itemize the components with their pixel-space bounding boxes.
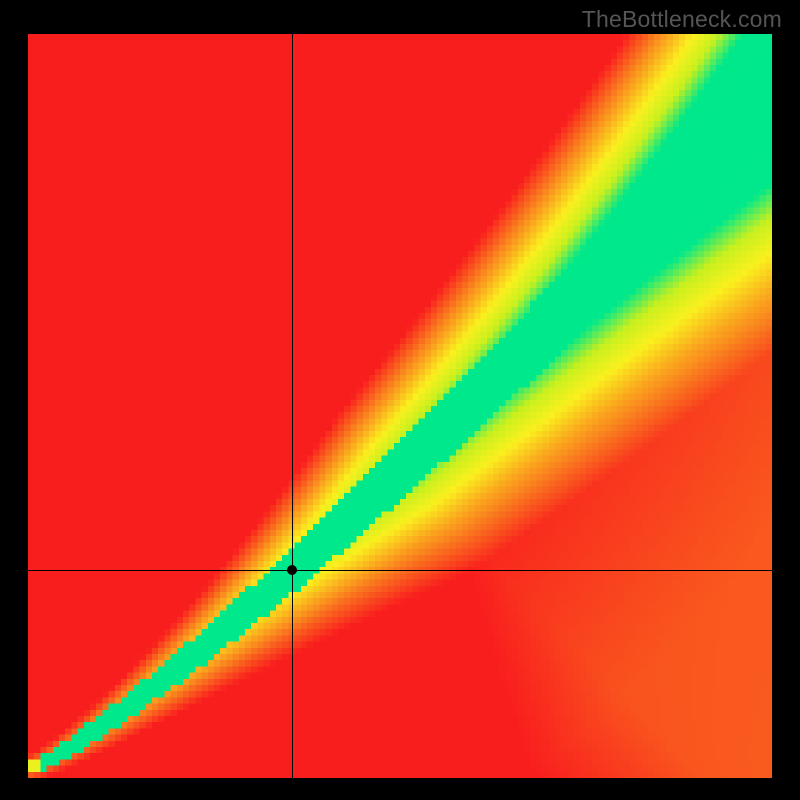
heatmap-canvas [28,34,772,778]
crosshair-vertical [292,34,293,778]
marker-dot [287,565,297,575]
watermark-text: TheBottleneck.com [582,6,782,33]
chart-container: TheBottleneck.com [0,0,800,800]
crosshair-horizontal [28,570,772,571]
